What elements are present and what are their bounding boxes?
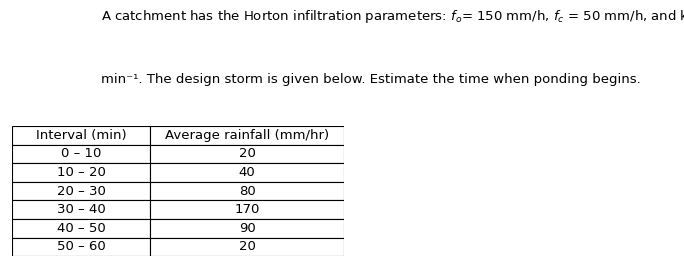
Bar	[12, 145, 150, 163]
Text: 80: 80	[239, 185, 255, 198]
Text: 20 – 30: 20 – 30	[57, 185, 105, 198]
Bar	[12, 200, 150, 219]
Text: 20: 20	[239, 240, 255, 253]
Text: 10 – 20: 10 – 20	[57, 166, 105, 179]
Text: 170: 170	[235, 203, 260, 216]
Text: 40: 40	[239, 166, 255, 179]
Text: min⁻¹. The design storm is given below. Estimate the time when ponding begins.: min⁻¹. The design storm is given below. …	[101, 73, 641, 86]
Bar	[150, 238, 344, 256]
Text: 20: 20	[239, 147, 255, 160]
Text: Interval (min): Interval (min)	[36, 129, 127, 142]
Text: Average rainfall (mm/hr): Average rainfall (mm/hr)	[165, 129, 329, 142]
Bar	[150, 200, 344, 219]
Bar	[12, 182, 150, 200]
Bar	[150, 145, 344, 163]
Text: 40 – 50: 40 – 50	[57, 222, 105, 235]
Bar	[150, 163, 344, 182]
Text: 50 – 60: 50 – 60	[57, 240, 105, 253]
Bar	[12, 163, 150, 182]
Text: A catchment has the Horton infiltration parameters: $f_o$= 150 mm/h, $f_c$ = 50 : A catchment has the Horton infiltration …	[101, 8, 684, 25]
Text: 30 – 40: 30 – 40	[57, 203, 105, 216]
Bar	[12, 126, 150, 145]
Bar	[150, 182, 344, 200]
Bar	[150, 126, 344, 145]
Bar	[150, 219, 344, 238]
Text: 90: 90	[239, 222, 255, 235]
Bar	[12, 238, 150, 256]
Bar	[12, 219, 150, 238]
Text: 0 – 10: 0 – 10	[61, 147, 101, 160]
